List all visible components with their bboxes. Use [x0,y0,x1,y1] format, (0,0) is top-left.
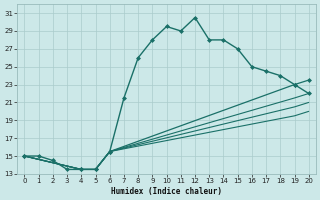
X-axis label: Humidex (Indice chaleur): Humidex (Indice chaleur) [111,187,222,196]
